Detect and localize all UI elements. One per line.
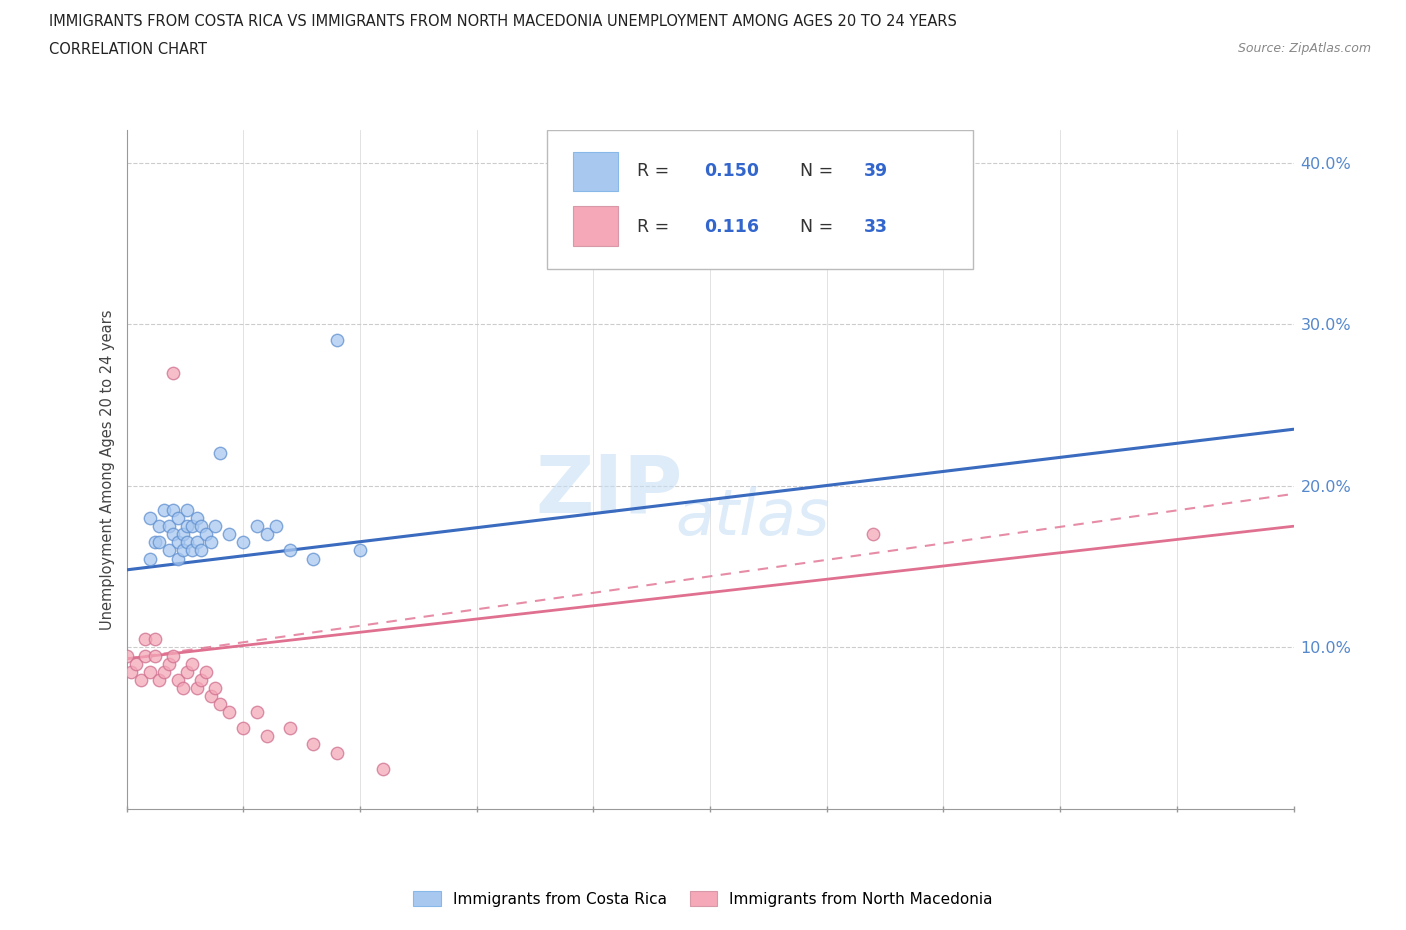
- Point: [162, 365, 184, 380]
- Point: [162, 648, 184, 663]
- Point: [172, 681, 194, 696]
- Point: [862, 188, 884, 203]
- Point: [167, 511, 190, 525]
- Point: [167, 551, 190, 566]
- Point: [180, 543, 202, 558]
- Point: [162, 527, 184, 542]
- Point: [139, 511, 162, 525]
- Point: [200, 535, 222, 550]
- Text: CORRELATION CHART: CORRELATION CHART: [49, 42, 207, 57]
- Legend: Immigrants from Costa Rica, Immigrants from North Macedonia: Immigrants from Costa Rica, Immigrants f…: [406, 885, 1000, 913]
- Text: R =: R =: [637, 162, 675, 179]
- Text: N =: N =: [800, 162, 838, 179]
- Text: 39: 39: [865, 162, 889, 179]
- Point: [186, 681, 208, 696]
- Point: [190, 519, 212, 534]
- Point: [278, 543, 301, 558]
- Point: [194, 664, 217, 679]
- Point: [129, 672, 152, 687]
- Point: [172, 543, 194, 558]
- Point: [232, 535, 254, 550]
- Point: [325, 333, 347, 348]
- Text: Source: ZipAtlas.com: Source: ZipAtlas.com: [1237, 42, 1371, 55]
- Point: [256, 527, 278, 542]
- Point: [200, 688, 222, 703]
- Point: [886, 171, 908, 186]
- Point: [157, 519, 180, 534]
- Point: [176, 502, 198, 517]
- Point: [278, 721, 301, 736]
- Point: [120, 664, 142, 679]
- Point: [349, 543, 371, 558]
- Point: [256, 729, 278, 744]
- Point: [148, 672, 170, 687]
- Point: [208, 446, 231, 461]
- Point: [134, 632, 156, 647]
- Point: [139, 551, 162, 566]
- Point: [325, 745, 347, 760]
- Text: atlas: atlas: [675, 486, 830, 548]
- Point: [172, 527, 194, 542]
- Point: [190, 543, 212, 558]
- Y-axis label: Unemployment Among Ages 20 to 24 years: Unemployment Among Ages 20 to 24 years: [100, 310, 115, 630]
- Point: [176, 519, 198, 534]
- Point: [148, 535, 170, 550]
- Point: [153, 664, 176, 679]
- Point: [167, 535, 190, 550]
- Point: [167, 672, 190, 687]
- Text: IMMIGRANTS FROM COSTA RICA VS IMMIGRANTS FROM NORTH MACEDONIA UNEMPLOYMENT AMONG: IMMIGRANTS FROM COSTA RICA VS IMMIGRANTS…: [49, 14, 957, 29]
- Point: [176, 535, 198, 550]
- Text: N =: N =: [800, 218, 838, 235]
- Bar: [574, 206, 617, 246]
- Point: [204, 519, 226, 534]
- Point: [125, 657, 148, 671]
- Point: [194, 527, 217, 542]
- Point: [162, 502, 184, 517]
- Point: [246, 705, 269, 720]
- Point: [302, 551, 325, 566]
- Point: [218, 527, 240, 542]
- Point: [143, 648, 166, 663]
- Point: [264, 519, 287, 534]
- Point: [190, 672, 212, 687]
- Point: [157, 543, 180, 558]
- Point: [186, 511, 208, 525]
- Point: [139, 664, 162, 679]
- Point: [143, 535, 166, 550]
- Text: 0.150: 0.150: [704, 162, 759, 179]
- Text: 33: 33: [865, 218, 889, 235]
- Text: R =: R =: [637, 218, 675, 235]
- Bar: [574, 152, 617, 192]
- Text: 0.116: 0.116: [704, 218, 759, 235]
- Point: [143, 632, 166, 647]
- Point: [176, 664, 198, 679]
- Point: [373, 762, 395, 777]
- Point: [208, 697, 231, 711]
- Point: [115, 648, 138, 663]
- Point: [180, 519, 202, 534]
- Point: [232, 721, 254, 736]
- Point: [134, 648, 156, 663]
- Point: [148, 519, 170, 534]
- Point: [246, 519, 269, 534]
- Point: [153, 502, 176, 517]
- Point: [157, 657, 180, 671]
- Text: ZIP: ZIP: [534, 451, 682, 529]
- Point: [186, 535, 208, 550]
- Point: [204, 681, 226, 696]
- Point: [218, 705, 240, 720]
- FancyBboxPatch shape: [547, 130, 973, 270]
- Point: [862, 527, 884, 542]
- Point: [302, 737, 325, 751]
- Point: [180, 657, 202, 671]
